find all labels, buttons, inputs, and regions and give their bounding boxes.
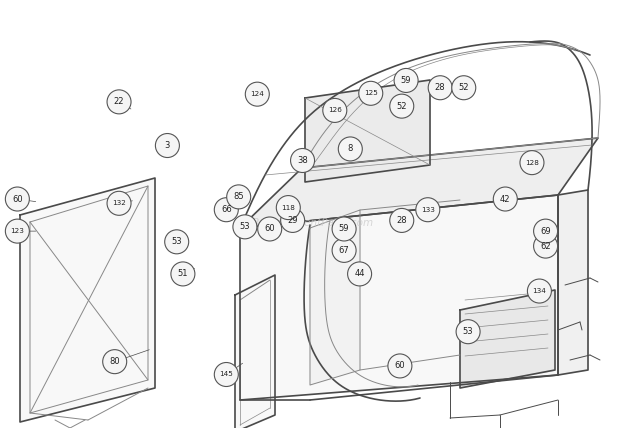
Text: 66: 66: [221, 205, 232, 214]
Text: 60: 60: [12, 194, 23, 204]
Text: 132: 132: [112, 200, 126, 206]
Text: 134: 134: [533, 288, 546, 294]
Circle shape: [494, 187, 517, 211]
Text: 8: 8: [348, 144, 353, 154]
Text: 59: 59: [339, 224, 349, 234]
Circle shape: [281, 208, 304, 232]
Text: 69: 69: [540, 226, 551, 236]
Circle shape: [215, 198, 238, 222]
Circle shape: [452, 76, 476, 100]
Text: 118: 118: [281, 205, 295, 211]
Circle shape: [332, 238, 356, 262]
Text: 85: 85: [233, 192, 244, 202]
Circle shape: [390, 94, 414, 118]
Circle shape: [171, 262, 195, 286]
Circle shape: [332, 217, 356, 241]
Text: 125: 125: [364, 90, 378, 96]
Polygon shape: [310, 210, 360, 385]
Polygon shape: [235, 275, 275, 428]
Text: 28: 28: [435, 83, 446, 92]
Text: 123: 123: [11, 228, 24, 234]
Text: 52: 52: [459, 83, 469, 92]
Circle shape: [103, 350, 126, 374]
Text: 52: 52: [397, 101, 407, 111]
Text: 44: 44: [355, 269, 365, 279]
Text: 126: 126: [328, 107, 342, 113]
Circle shape: [534, 219, 557, 243]
Circle shape: [520, 151, 544, 175]
Text: 53: 53: [463, 327, 474, 336]
Text: 60: 60: [264, 224, 275, 234]
Polygon shape: [240, 138, 598, 228]
Text: 145: 145: [219, 372, 233, 377]
Text: 42: 42: [500, 194, 510, 204]
Circle shape: [528, 279, 551, 303]
Text: 53: 53: [239, 222, 250, 232]
Circle shape: [165, 230, 188, 254]
Text: 60: 60: [394, 361, 405, 371]
Circle shape: [456, 320, 480, 344]
Circle shape: [339, 137, 362, 161]
Circle shape: [359, 81, 383, 105]
Polygon shape: [558, 190, 588, 375]
Circle shape: [323, 98, 347, 122]
Polygon shape: [20, 178, 155, 422]
Circle shape: [390, 208, 414, 232]
Text: eReplacementParts.com: eReplacementParts.com: [246, 217, 374, 228]
Text: 59: 59: [401, 76, 411, 85]
Circle shape: [428, 76, 452, 100]
Text: 22: 22: [114, 97, 124, 107]
Circle shape: [258, 217, 281, 241]
Circle shape: [277, 196, 300, 220]
Circle shape: [215, 363, 238, 386]
Polygon shape: [460, 290, 555, 388]
Circle shape: [227, 185, 250, 209]
Text: 53: 53: [171, 237, 182, 247]
Text: 62: 62: [540, 241, 551, 251]
Text: 80: 80: [109, 357, 120, 366]
Circle shape: [107, 191, 131, 215]
Text: 128: 128: [525, 160, 539, 166]
Circle shape: [348, 262, 371, 286]
Circle shape: [6, 187, 29, 211]
Text: 3: 3: [165, 141, 170, 150]
Circle shape: [156, 134, 179, 158]
Text: 38: 38: [297, 156, 308, 165]
Circle shape: [394, 68, 418, 92]
Circle shape: [416, 198, 440, 222]
Circle shape: [534, 234, 557, 258]
Text: 133: 133: [421, 207, 435, 213]
Text: 51: 51: [178, 269, 188, 279]
Circle shape: [246, 82, 269, 106]
Circle shape: [6, 219, 29, 243]
Circle shape: [291, 149, 314, 172]
Text: 67: 67: [339, 246, 350, 255]
Polygon shape: [305, 80, 430, 182]
Polygon shape: [240, 195, 558, 400]
Circle shape: [233, 215, 257, 239]
Circle shape: [107, 90, 131, 114]
Text: 124: 124: [250, 91, 264, 97]
Circle shape: [388, 354, 412, 378]
Text: 28: 28: [396, 216, 407, 225]
Text: 29: 29: [288, 216, 298, 225]
